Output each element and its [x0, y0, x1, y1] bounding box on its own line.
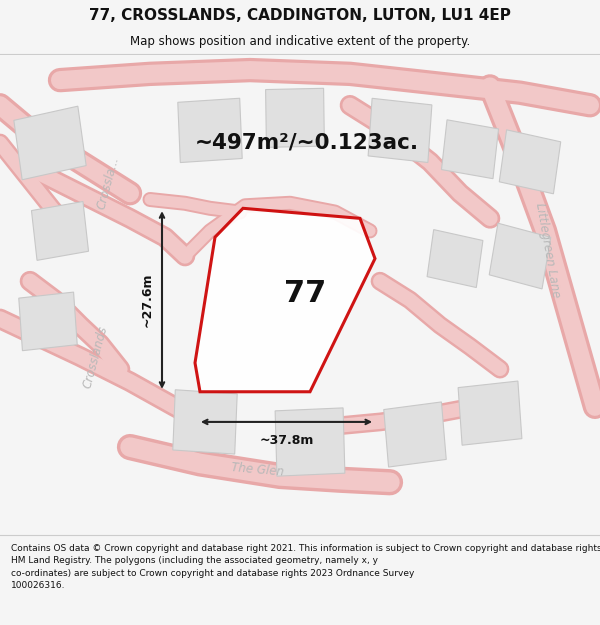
Polygon shape — [19, 292, 77, 351]
Text: Map shows position and indicative extent of the property.: Map shows position and indicative extent… — [130, 35, 470, 48]
Polygon shape — [266, 88, 325, 148]
Polygon shape — [499, 130, 561, 194]
Text: The Glen: The Glen — [231, 461, 285, 479]
Text: Crossla...: Crossla... — [95, 155, 121, 211]
Polygon shape — [489, 223, 551, 289]
Text: 77: 77 — [284, 279, 326, 308]
Text: Contains OS data © Crown copyright and database right 2021. This information is : Contains OS data © Crown copyright and d… — [11, 544, 600, 590]
Polygon shape — [178, 98, 242, 162]
Polygon shape — [442, 120, 499, 179]
Polygon shape — [14, 106, 86, 180]
Text: Littlegreen Lane: Littlegreen Lane — [533, 201, 563, 298]
Text: ~497m²/~0.123ac.: ~497m²/~0.123ac. — [195, 133, 419, 153]
Polygon shape — [427, 229, 483, 288]
Polygon shape — [195, 208, 375, 392]
Polygon shape — [384, 402, 446, 467]
Text: Crosslands: Crosslands — [80, 324, 110, 389]
Polygon shape — [31, 201, 89, 261]
Polygon shape — [368, 98, 432, 162]
Polygon shape — [458, 381, 522, 445]
Text: ~27.6m: ~27.6m — [141, 272, 154, 328]
Polygon shape — [275, 408, 345, 476]
Text: 77, CROSSLANDS, CADDINGTON, LUTON, LU1 4EP: 77, CROSSLANDS, CADDINGTON, LUTON, LU1 4… — [89, 8, 511, 23]
Text: ~37.8m: ~37.8m — [259, 434, 314, 447]
Polygon shape — [173, 390, 237, 454]
